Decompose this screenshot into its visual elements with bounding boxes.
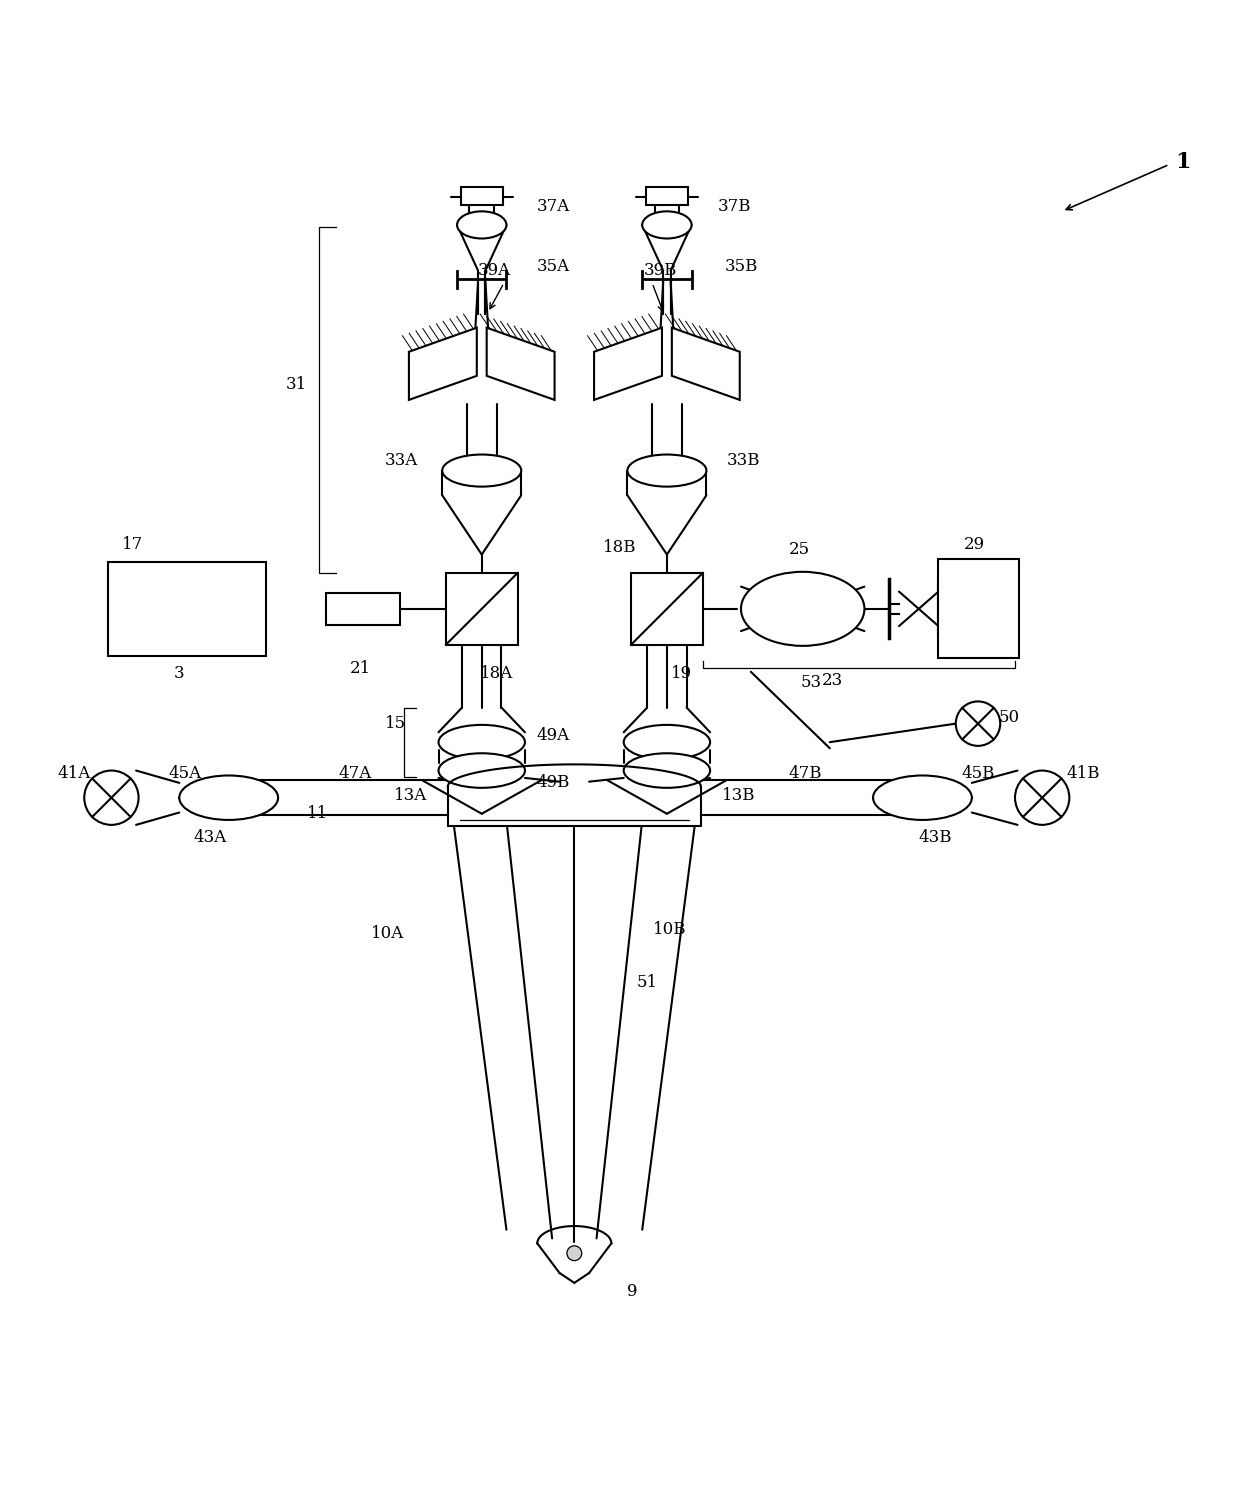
Text: 43A: 43A [193, 828, 227, 845]
Text: 31: 31 [286, 376, 308, 392]
Ellipse shape [642, 211, 692, 238]
Ellipse shape [439, 724, 525, 759]
Circle shape [567, 1246, 582, 1260]
Polygon shape [409, 327, 477, 400]
Text: 37A: 37A [537, 198, 570, 214]
Ellipse shape [624, 724, 711, 759]
Text: 13B: 13B [722, 786, 755, 804]
Text: 15: 15 [384, 715, 405, 732]
Text: 13A: 13A [393, 786, 427, 804]
Text: 33A: 33A [384, 453, 418, 469]
Polygon shape [486, 327, 554, 400]
Text: 35A: 35A [537, 258, 570, 276]
Text: 17: 17 [122, 536, 143, 554]
Text: 18A: 18A [480, 664, 513, 682]
Ellipse shape [443, 454, 521, 486]
Text: 21: 21 [350, 659, 372, 676]
Circle shape [84, 771, 139, 825]
Ellipse shape [873, 776, 972, 819]
Text: 39A: 39A [477, 263, 511, 279]
Text: 41A: 41A [58, 765, 91, 782]
Ellipse shape [627, 454, 707, 486]
Text: 51: 51 [636, 975, 657, 991]
Polygon shape [594, 327, 662, 400]
Ellipse shape [458, 211, 506, 238]
Text: 35B: 35B [724, 258, 758, 276]
Text: 50: 50 [998, 709, 1019, 726]
Bar [108, 561, 265, 656]
Text: 47A: 47A [339, 765, 371, 782]
Text: 49B: 49B [537, 774, 570, 791]
Text: 18B: 18B [603, 539, 637, 555]
Bar [461, 187, 502, 205]
Bar [631, 573, 703, 644]
Text: 39B: 39B [644, 263, 677, 279]
Text: 53: 53 [801, 675, 822, 691]
Text: 29: 29 [963, 536, 985, 554]
Text: 10B: 10B [652, 922, 686, 939]
Text: 43B: 43B [918, 828, 951, 845]
Ellipse shape [624, 753, 711, 788]
Ellipse shape [180, 776, 278, 819]
Ellipse shape [742, 572, 864, 646]
Text: 49A: 49A [537, 727, 570, 744]
Text: 1: 1 [1176, 151, 1190, 174]
Text: 25: 25 [789, 542, 810, 558]
Text: 41B: 41B [1066, 765, 1100, 782]
Text: 19: 19 [671, 664, 692, 682]
Text: 10A: 10A [371, 925, 404, 942]
Text: 11: 11 [308, 806, 329, 822]
Circle shape [956, 702, 1001, 745]
Text: 23: 23 [822, 672, 843, 690]
Text: 9: 9 [627, 1283, 637, 1299]
Bar [326, 593, 401, 625]
Text: 45A: 45A [169, 765, 202, 782]
Ellipse shape [439, 753, 525, 788]
Polygon shape [672, 327, 740, 400]
Bar [446, 573, 517, 644]
Text: 33B: 33B [727, 453, 760, 469]
Bar [939, 560, 1019, 658]
Text: 37B: 37B [718, 198, 751, 214]
Text: 3: 3 [174, 664, 185, 682]
Bar [646, 187, 688, 205]
Text: 45B: 45B [961, 765, 994, 782]
Text: 47B: 47B [789, 765, 822, 782]
Circle shape [1016, 771, 1069, 825]
